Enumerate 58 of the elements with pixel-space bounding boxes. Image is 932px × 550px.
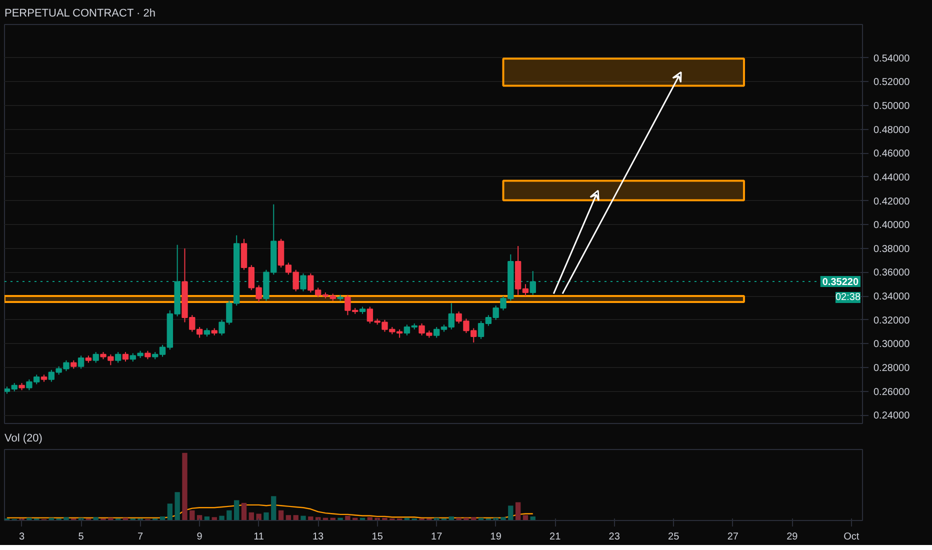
bar	[190, 510, 195, 520]
y-tick-label: 0.52000	[874, 77, 910, 88]
y-tick-label: 0.46000	[874, 148, 910, 160]
candlestick	[92, 352, 99, 364]
bar	[226, 510, 232, 520]
bar	[182, 452, 188, 520]
x-tick-label: 27	[727, 532, 739, 542]
y-tick-label: 0.40000	[874, 220, 910, 232]
y-tick-label: 0.50000	[874, 100, 910, 112]
bar	[167, 504, 173, 520]
bar	[241, 502, 247, 520]
chart-title: PERPETUAL CONTRACT · 2h	[4, 8, 156, 20]
y-tick-label: 0.26000	[874, 386, 910, 398]
y-tick-label: 0.24000	[874, 410, 910, 422]
candlestick	[78, 355, 84, 370]
bar	[256, 514, 262, 520]
y-tick-label: 0.42000	[874, 196, 910, 208]
x-tick-label: 25	[668, 532, 680, 542]
bar	[300, 516, 306, 520]
x-tick-label: 7	[138, 532, 144, 542]
bar	[345, 516, 350, 520]
y-tick-label: 0.32000	[874, 315, 910, 326]
y-tick-label: 0.30000	[874, 339, 910, 350]
bar	[64, 517, 69, 520]
x-tick-label: 15	[372, 532, 384, 542]
bar	[234, 500, 240, 520]
bar	[500, 517, 506, 520]
x-tick-label: 23	[608, 532, 620, 542]
x-tick-label: 13	[312, 532, 324, 542]
x-tick-label: 9	[196, 532, 203, 542]
x-tick-label: Oct	[844, 532, 860, 542]
bar	[219, 516, 224, 520]
x-tick-label: 11	[254, 532, 264, 542]
y-tick-label: 0.36000	[874, 268, 910, 279]
y-tick-label: 0.54000	[874, 53, 910, 64]
bar	[264, 512, 269, 520]
x-tick-label: 21	[550, 532, 562, 542]
bar	[308, 516, 314, 520]
annotation: 02:38	[835, 292, 861, 304]
y-tick-label: 0.28000	[874, 363, 910, 374]
x-tick-label: 5	[78, 532, 84, 542]
x-tick-label: 3	[19, 532, 26, 542]
bar	[174, 492, 180, 520]
x-tick-label: 29	[786, 532, 798, 542]
y-tick-label: 0.38000	[874, 244, 910, 255]
bar	[278, 510, 284, 520]
y-tick-label: 0.44000	[874, 172, 910, 184]
x-tick-label: 17	[431, 532, 443, 542]
x-tick-label: 19	[490, 532, 502, 542]
candlestick	[114, 352, 122, 364]
bar	[508, 506, 514, 520]
y-tick-label: 0.48000	[874, 124, 910, 136]
bar	[271, 496, 276, 520]
ref-line-label: 0.35220	[822, 277, 859, 288]
candlestick	[122, 352, 129, 362]
y-tick-label: 0.34000	[874, 292, 910, 303]
bar	[515, 502, 521, 520]
chart-title: Vol (20)	[4, 432, 42, 444]
